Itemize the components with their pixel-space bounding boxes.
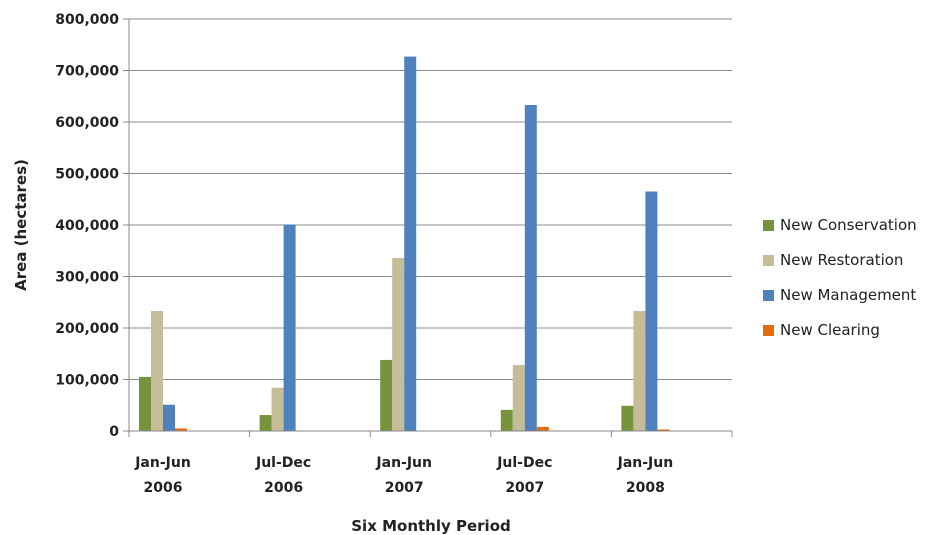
x-tick-label: Jan-Jun [375, 455, 432, 471]
x-tick-label: Jul-Dec [496, 455, 552, 471]
bars [139, 56, 670, 431]
y-tick-label: 500,000 [55, 167, 119, 183]
bar [139, 376, 151, 431]
x-tick-label: Jan-Jun [617, 455, 674, 471]
x-tick-label: Jan-Jun [134, 455, 191, 471]
legend-swatch [763, 325, 774, 336]
bar [392, 257, 405, 431]
y-tick-label: 800,000 [55, 12, 119, 28]
y-tick-label: 600,000 [55, 115, 119, 131]
legend: New Conservation New Restoration New Manag… [763, 216, 917, 339]
y-tick-label: 700,000 [55, 64, 119, 80]
bar [404, 56, 417, 431]
y-tick-label: 200,000 [55, 321, 119, 337]
bar [633, 311, 646, 431]
legend-swatch [763, 220, 774, 231]
legend-label: New Restoration [780, 251, 903, 269]
y-axis-title: Area (hectares) [12, 159, 30, 291]
x-tick-label: 2008 [626, 480, 665, 496]
bar [657, 429, 670, 431]
y-tick-label: 300,000 [55, 270, 119, 286]
bar [283, 224, 296, 431]
bar [271, 387, 284, 431]
legend-label: New Conservation [780, 216, 917, 234]
bar [151, 311, 163, 431]
x-tick-label: 2007 [505, 480, 544, 496]
legend-label: New Clearing [780, 321, 880, 339]
bar [500, 409, 513, 431]
bar [645, 191, 658, 431]
bar [380, 359, 393, 431]
bar [536, 426, 549, 431]
y-tick-label: 400,000 [55, 218, 119, 234]
x-tick-label: 2007 [385, 480, 424, 496]
x-axis-ticks: Jan-Jun 2006 Jul-Dec 2006 Jan-Jun 2007 Jul-Dec… [128, 431, 733, 496]
bar [259, 415, 272, 431]
y-tick-label: 0 [109, 424, 119, 440]
legend-swatch [763, 255, 774, 266]
bar [512, 365, 525, 431]
legend-swatch [763, 290, 774, 301]
y-tick-label: 100,000 [55, 373, 119, 389]
bar [175, 428, 187, 431]
x-tick-label: 2006 [264, 480, 303, 496]
x-tick-label: 2006 [144, 480, 183, 496]
y-axis-ticks: 800,000 700,000 600,000 500,000 400,000 300,0… [55, 12, 129, 440]
legend-label: New Management [780, 286, 916, 304]
bar [524, 105, 537, 431]
bar [621, 405, 634, 431]
gridlines [129, 18, 732, 380]
bar [163, 404, 175, 431]
x-tick-label: Jul-Dec [255, 455, 311, 471]
x-axis-title: Six Monthly Period [351, 517, 511, 535]
